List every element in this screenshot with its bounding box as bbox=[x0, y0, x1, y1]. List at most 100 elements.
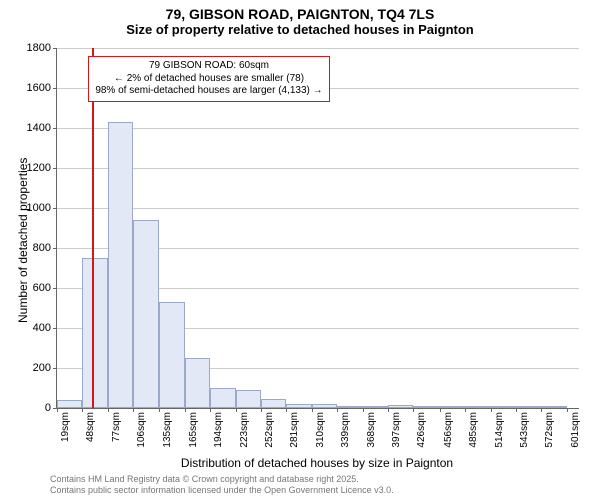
histogram-bar bbox=[57, 400, 82, 408]
histogram-bar bbox=[312, 404, 337, 408]
ytick-label: 600 bbox=[33, 282, 51, 294]
xtick-mark bbox=[159, 408, 160, 412]
histogram-bar bbox=[286, 404, 311, 408]
xtick-mark bbox=[210, 408, 211, 412]
xtick-label: 601sqm bbox=[570, 412, 581, 448]
annotation-line: ← 2% of detached houses are smaller (78) bbox=[95, 73, 322, 86]
xtick-mark bbox=[567, 408, 568, 412]
xtick-mark bbox=[312, 408, 313, 412]
xtick-label: 48sqm bbox=[85, 412, 96, 442]
annotation-box: 79 GIBSON ROAD: 60sqm← 2% of detached ho… bbox=[88, 56, 329, 102]
xtick-mark bbox=[133, 408, 134, 412]
histogram-bar bbox=[133, 220, 158, 408]
histogram-bar bbox=[491, 406, 516, 408]
xtick-mark bbox=[440, 408, 441, 412]
gridline bbox=[57, 168, 579, 169]
histogram-bar bbox=[541, 406, 566, 408]
xtick-label: 19sqm bbox=[60, 412, 71, 442]
ytick-mark bbox=[53, 288, 57, 289]
chart-container: 79, GIBSON ROAD, PAIGNTON, TQ4 7LS Size … bbox=[0, 0, 600, 500]
histogram-bar bbox=[210, 388, 235, 408]
xtick-label: 310sqm bbox=[315, 412, 326, 448]
xtick-label: 252sqm bbox=[264, 412, 275, 448]
ytick-label: 400 bbox=[33, 322, 51, 334]
histogram-bar bbox=[516, 406, 541, 408]
ytick-mark bbox=[53, 168, 57, 169]
ytick-mark bbox=[53, 88, 57, 89]
ytick-mark bbox=[53, 48, 57, 49]
xtick-label: 485sqm bbox=[468, 412, 479, 448]
xtick-mark bbox=[185, 408, 186, 412]
marker-line bbox=[92, 48, 94, 408]
title-main: 79, GIBSON ROAD, PAIGNTON, TQ4 7LS bbox=[0, 6, 600, 22]
xtick-label: 165sqm bbox=[188, 412, 199, 448]
xtick-mark bbox=[108, 408, 109, 412]
gridline bbox=[57, 128, 579, 129]
xtick-label: 456sqm bbox=[443, 412, 454, 448]
xtick-label: 194sqm bbox=[213, 412, 224, 448]
xtick-mark bbox=[541, 408, 542, 412]
histogram-bar bbox=[185, 358, 210, 408]
xtick-label: 281sqm bbox=[289, 412, 300, 448]
ytick-mark bbox=[53, 368, 57, 369]
xtick-label: 106sqm bbox=[136, 412, 147, 448]
xtick-label: 368sqm bbox=[366, 412, 377, 448]
ytick-label: 1400 bbox=[27, 122, 51, 134]
ytick-label: 0 bbox=[45, 402, 51, 414]
xtick-mark bbox=[491, 408, 492, 412]
histogram-bar bbox=[440, 406, 465, 408]
ytick-mark bbox=[53, 328, 57, 329]
xtick-mark bbox=[363, 408, 364, 412]
y-axis-label: Number of detached properties bbox=[16, 158, 30, 323]
x-axis-label: Distribution of detached houses by size … bbox=[56, 456, 578, 470]
xtick-label: 426sqm bbox=[416, 412, 427, 448]
ytick-label: 1800 bbox=[27, 42, 51, 54]
histogram-bar bbox=[465, 406, 490, 408]
xtick-label: 339sqm bbox=[340, 412, 351, 448]
ytick-label: 200 bbox=[33, 362, 51, 374]
ytick-mark bbox=[53, 128, 57, 129]
xtick-mark bbox=[236, 408, 237, 412]
xtick-mark bbox=[388, 408, 389, 412]
footer-line-2: Contains public sector information licen… bbox=[50, 485, 394, 496]
footer-attribution: Contains HM Land Registry data © Crown c… bbox=[50, 474, 394, 496]
plot-area: 02004006008001000120014001600180019sqm48… bbox=[56, 48, 579, 409]
annotation-line: 98% of semi-detached houses are larger (… bbox=[95, 85, 322, 98]
xtick-mark bbox=[465, 408, 466, 412]
xtick-mark bbox=[261, 408, 262, 412]
xtick-label: 77sqm bbox=[111, 412, 122, 442]
xtick-label: 397sqm bbox=[391, 412, 402, 448]
histogram-bar bbox=[236, 390, 261, 408]
ytick-label: 1000 bbox=[27, 202, 51, 214]
xtick-label: 543sqm bbox=[519, 412, 530, 448]
xtick-mark bbox=[516, 408, 517, 412]
xtick-label: 223sqm bbox=[239, 412, 250, 448]
gridline bbox=[57, 208, 579, 209]
histogram-bar bbox=[108, 122, 133, 408]
xtick-mark bbox=[413, 408, 414, 412]
xtick-label: 514sqm bbox=[494, 412, 505, 448]
xtick-label: 572sqm bbox=[544, 412, 555, 448]
ytick-label: 1600 bbox=[27, 82, 51, 94]
xtick-mark bbox=[82, 408, 83, 412]
histogram-bar bbox=[261, 399, 286, 408]
ytick-label: 800 bbox=[33, 242, 51, 254]
histogram-bar bbox=[388, 405, 413, 408]
histogram-bar bbox=[337, 406, 362, 408]
histogram-bar bbox=[159, 302, 185, 408]
xtick-mark bbox=[286, 408, 287, 412]
ytick-label: 1200 bbox=[27, 162, 51, 174]
histogram-bar bbox=[363, 406, 388, 408]
xtick-mark bbox=[57, 408, 58, 412]
gridline bbox=[57, 48, 579, 49]
ytick-mark bbox=[53, 248, 57, 249]
histogram-bar bbox=[413, 406, 439, 408]
histogram-bar bbox=[82, 258, 107, 408]
title-subtitle: Size of property relative to detached ho… bbox=[0, 22, 600, 37]
ytick-mark bbox=[53, 208, 57, 209]
annotation-line: 79 GIBSON ROAD: 60sqm bbox=[95, 60, 322, 73]
xtick-label: 135sqm bbox=[162, 412, 173, 448]
footer-line-1: Contains HM Land Registry data © Crown c… bbox=[50, 474, 394, 485]
xtick-mark bbox=[337, 408, 338, 412]
title-block: 79, GIBSON ROAD, PAIGNTON, TQ4 7LS Size … bbox=[0, 0, 600, 37]
